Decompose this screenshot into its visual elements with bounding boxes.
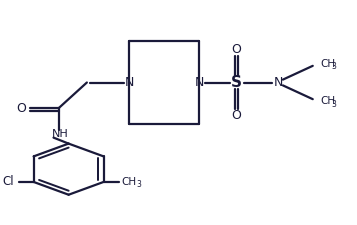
Text: Cl: Cl [2,176,14,189]
Text: 3: 3 [331,99,336,108]
Text: CH: CH [122,177,137,187]
Text: 3: 3 [331,62,336,71]
Text: NH: NH [52,129,69,139]
Text: N: N [124,76,134,89]
Text: O: O [231,109,241,122]
Text: O: O [16,101,26,115]
Text: O: O [231,43,241,56]
Text: S: S [231,75,242,90]
Text: CH: CH [321,96,336,106]
Text: 3: 3 [136,180,141,189]
Text: CH: CH [321,58,336,69]
Text: N: N [195,76,204,89]
Text: N: N [273,76,283,89]
